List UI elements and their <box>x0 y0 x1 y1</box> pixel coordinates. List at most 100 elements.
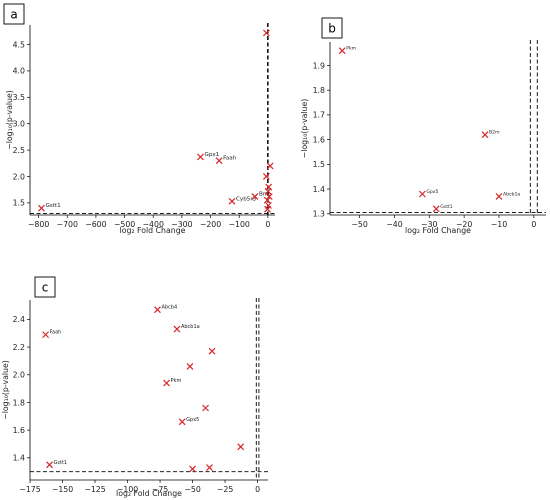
y-tick-label: 2.4 <box>13 315 25 324</box>
data-point-marker <box>264 205 271 213</box>
x-axis-label: log₂ Fold Change <box>116 489 182 498</box>
point-label: Faah <box>50 330 62 336</box>
data-point-marker <box>265 193 273 200</box>
point-label: Gpx1 <box>204 152 219 158</box>
data-point-marker <box>208 347 216 355</box>
y-tick-label: 1.6 <box>313 135 325 144</box>
y-tick-label: 1.8 <box>13 398 25 407</box>
data-point-marker <box>215 157 223 165</box>
x-tick-label: −40 <box>386 220 402 229</box>
y-tick-label: 2.2 <box>13 343 25 352</box>
data-point-marker <box>481 131 489 139</box>
x-tick-label: −20 <box>456 220 472 229</box>
x-tick-label: −30 <box>421 220 437 229</box>
point-label: Bmt <box>259 192 271 198</box>
point-label: Faah <box>223 156 237 162</box>
point-label: Pkm <box>346 46 356 52</box>
data-point-marker <box>237 443 245 451</box>
panel-a: a −800 −700 −600 −500 −400 −300 −200 −100 0 1.5 2.0… <box>3 3 275 235</box>
point-label: Gpx5 <box>186 417 199 423</box>
point-label: Gstt1 <box>45 203 61 209</box>
panel-label-box <box>321 17 343 39</box>
point-label: Gstt1 <box>440 204 453 210</box>
data-point-marker <box>202 404 209 412</box>
y-tick-label: 1.4 <box>13 454 25 463</box>
x-tick-label: −25 <box>217 485 233 494</box>
data-point-marker <box>264 187 272 195</box>
panel-c: c −175 −150 −125 −100 −75 −50 −25 0 1.4 1.6 1.8 2.0 2… <box>1 276 268 498</box>
data-point-marker <box>173 325 181 333</box>
x-axis-label: log₂ Fold Change <box>120 226 186 235</box>
x-tick-label: −700 <box>57 220 78 229</box>
x-tick-label: −50 <box>184 485 200 494</box>
data-point-marker <box>338 47 346 55</box>
data-point-marker <box>178 418 186 426</box>
panel-label-box <box>3 3 25 25</box>
data-point-marker <box>263 196 271 204</box>
data-point-marker <box>432 205 440 213</box>
y-tick-label: 1.7 <box>313 111 325 120</box>
y-axis-label: −log₁₀(p-value) <box>5 90 14 150</box>
point-label: Gstt1 <box>54 460 68 466</box>
data-point-marker <box>46 461 53 469</box>
x-tick-label: 0 <box>255 485 260 494</box>
data-point-marker <box>163 379 170 387</box>
data-point-marker <box>418 190 426 198</box>
point-label: Abcb4 <box>161 305 177 311</box>
y-axis-label: −log₁₀(p-value) <box>1 360 10 420</box>
x-tick-label: −10 <box>491 220 507 229</box>
y-tick-label: 3.5 <box>13 93 25 102</box>
y-tick-label: 1.3 <box>313 210 325 219</box>
y-tick-label: 1.5 <box>313 160 325 169</box>
x-tick-label: −200 <box>200 220 221 229</box>
data-point-marker <box>495 193 503 200</box>
x-tick-label: −125 <box>84 485 105 494</box>
x-tick-label: −175 <box>19 485 40 494</box>
panel-label: b <box>328 22 336 36</box>
data-point-marker <box>266 162 274 170</box>
panel-label-box <box>34 276 56 298</box>
x-tick-label: −150 <box>52 485 73 494</box>
y-tick-label: 2.5 <box>13 146 25 155</box>
y-tick-label: 1.9 <box>313 61 325 70</box>
point-label: Cyb5r3 <box>236 196 257 202</box>
panel-b: b −50 −40 −30 −20 −10 0 1.3 1.4 1.5 1.6 1.7 1.8 1.9 Pk… <box>300 17 546 235</box>
y-axis-label: −log₁₀(p-value) <box>300 99 309 159</box>
data-point-marker <box>197 153 204 161</box>
x-tick-label: −400 <box>143 220 164 229</box>
point-label: Pkm <box>171 378 182 384</box>
panel-label: c <box>42 281 49 295</box>
point-label: Abcb1a <box>503 191 520 197</box>
data-point-marker <box>262 173 270 180</box>
data-point-marker <box>228 197 236 205</box>
y-tick-label: 3.0 <box>13 119 25 128</box>
data-point-marker <box>186 363 194 370</box>
data-point-marker <box>206 464 213 471</box>
x-tick-label: −800 <box>28 220 49 229</box>
point-label: B2m <box>489 130 500 136</box>
y-tick-label: 1.6 <box>13 426 25 435</box>
x-tick-label: −600 <box>85 220 106 229</box>
y-tick-label: 2.0 <box>13 172 25 181</box>
y-tick-label: 4.5 <box>13 40 25 49</box>
y-tick-label: 2.0 <box>13 371 25 380</box>
data-point-marker <box>38 204 45 212</box>
y-tick-label: 4.0 <box>13 67 25 76</box>
x-tick-label: 0 <box>265 220 270 229</box>
x-tick-label: −100 <box>228 220 249 229</box>
data-point-marker <box>42 331 50 339</box>
panel-label: a <box>10 8 17 22</box>
x-axis-label: log₂ Fold Change <box>405 226 471 235</box>
x-tick-label: −300 <box>171 220 192 229</box>
x-tick-label: 0 <box>531 220 536 229</box>
data-point-marker <box>251 193 259 200</box>
x-tick-label: −75 <box>152 485 168 494</box>
y-tick-label: 1.8 <box>313 86 325 95</box>
data-point-marker <box>262 29 270 37</box>
data-point-marker <box>154 306 161 314</box>
data-point-marker <box>189 465 196 473</box>
x-tick-label: −500 <box>114 220 135 229</box>
y-tick-label: 1.4 <box>313 185 325 194</box>
point-label: Abcb1a <box>181 324 200 330</box>
